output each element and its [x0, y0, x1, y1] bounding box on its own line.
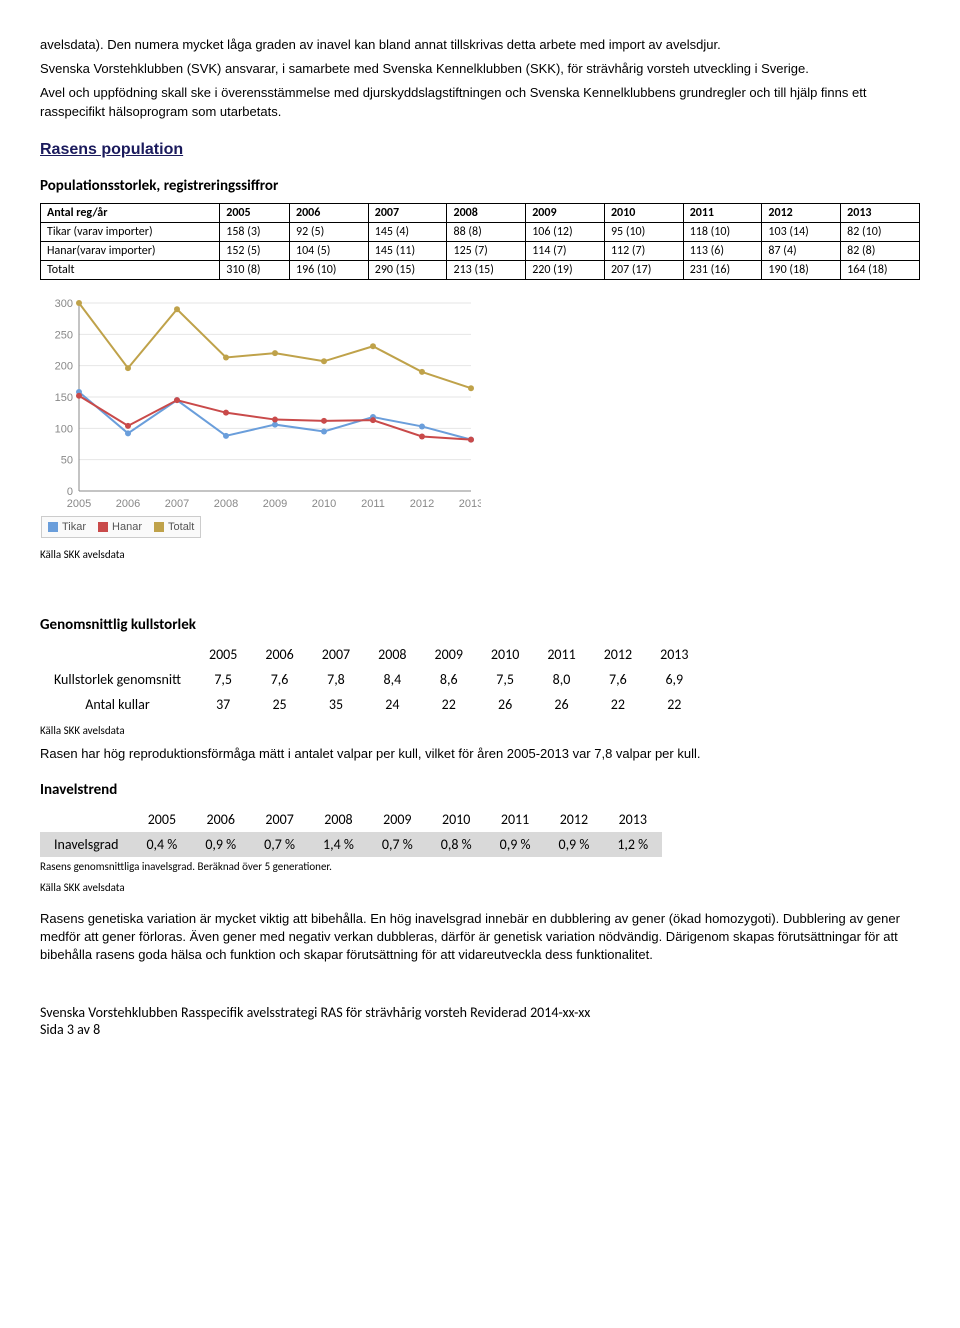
kull-title: Genomsnittlig kullstorlek	[40, 616, 920, 634]
line-chart: 0 50 100 150 200 250 300 2005 2006 2007 2008 2009 20…	[40, 292, 920, 539]
svg-text:50: 50	[61, 454, 73, 466]
pop-title: Rasens population	[40, 141, 920, 159]
table-row: 2005 2006 2007 2008 2009 2010 2011 2012 …	[40, 807, 662, 832]
reg-table: Antal reg/år 2005 2006 2007 2008 2009 20…	[40, 203, 920, 280]
svg-text:2007: 2007	[165, 498, 189, 510]
inavel-note: Rasens genomsnittliga inavelsgrad. Beräk…	[40, 859, 920, 874]
intro-p2: Svenska Vorstehklubben (SVK) ansvarar, i…	[40, 60, 920, 78]
intro-p1: avelsdata). Den numera mycket låga grade…	[40, 36, 920, 54]
pop-source: Källa SKK avelsdata	[40, 547, 920, 562]
table-row: Inavelsgrad 0,4 % 0,9 % 0,7 % 1,4 % 0,7 …	[40, 832, 662, 857]
svg-text:2005: 2005	[67, 498, 91, 510]
svg-text:0: 0	[67, 486, 73, 498]
kull-comment: Rasen har hög reproduktionsförmåga mätt …	[40, 745, 920, 763]
chart-legend: Tikar Hanar Totalt	[41, 516, 201, 538]
table-row: Kullstorlek genomsnitt 7,5 7,6 7,8 8,4 8…	[40, 667, 702, 692]
svg-text:2011: 2011	[361, 498, 385, 510]
inavel-source: Källa SKK avelsdata	[40, 880, 920, 895]
kull-source: Källa SKK avelsdata	[40, 723, 920, 738]
page-footer: Svenska Vorstehklubben Rasspecifik avels…	[40, 1004, 920, 1038]
table-row: Tikar (varav importer) 158 (3) 92 (5) 14…	[41, 222, 920, 241]
footer-line2: Sida 3 av 8	[40, 1021, 920, 1038]
svg-text:100: 100	[55, 423, 73, 435]
pop-subtitle: Populationsstorlek, registreringssiffror	[40, 177, 920, 195]
table-row: Totalt 310 (8) 196 (10) 290 (15) 213 (15…	[41, 260, 920, 279]
svg-text:2013: 2013	[459, 498, 481, 510]
table-row: Hanar(varav importer) 152 (5) 104 (5) 14…	[41, 241, 920, 260]
kull-table: 2005 2006 2007 2008 2009 2010 2011 2012 …	[40, 642, 702, 717]
table-row: 2005 2006 2007 2008 2009 2010 2011 2012 …	[40, 642, 702, 667]
inavel-comment: Rasens genetiska variation är mycket vik…	[40, 910, 920, 965]
svg-text:300: 300	[55, 298, 73, 310]
table-row: Antal kullar 37 25 35 24 22 26 26 22 22	[40, 692, 702, 717]
inavel-title: Inavelstrend	[40, 781, 920, 799]
footer-line1: Svenska Vorstehklubben Rasspecifik avels…	[40, 1004, 920, 1021]
table-row: Antal reg/år 2005 2006 2007 2008 2009 20…	[41, 203, 920, 222]
svg-text:2006: 2006	[116, 498, 140, 510]
svg-text:2010: 2010	[312, 498, 336, 510]
svg-text:150: 150	[55, 392, 73, 404]
svg-text:2009: 2009	[263, 498, 287, 510]
inavel-table: 2005 2006 2007 2008 2009 2010 2011 2012 …	[40, 807, 662, 857]
svg-text:2012: 2012	[410, 498, 434, 510]
svg-text:200: 200	[55, 360, 73, 372]
chart-svg: 0 50 100 150 200 250 300 2005 2006 2007 2008 2009 20…	[41, 293, 481, 513]
intro-p3: Avel och uppfödning skall ske i överenss…	[40, 84, 920, 120]
svg-text:2008: 2008	[214, 498, 238, 510]
svg-text:250: 250	[55, 329, 73, 341]
col-label: Antal reg/år	[41, 203, 220, 222]
